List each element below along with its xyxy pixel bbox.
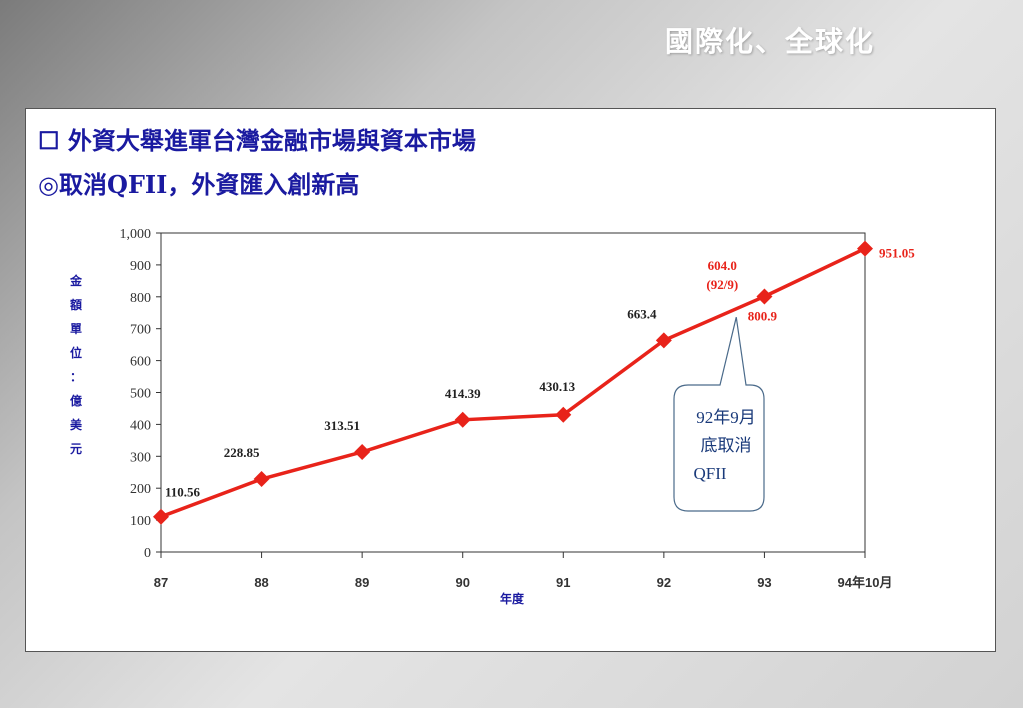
y-tick-label: 300 [130, 450, 151, 465]
data-point-94年10月 [857, 240, 873, 257]
callout-bubble [673, 317, 765, 512]
callout-line-2: 底取消 [701, 436, 752, 455]
plot-area-frame [160, 232, 866, 553]
line-chart: 0 100 200 300 400 500 600 700 800 900 1,000 87 88 89… [69, 227, 915, 606]
data-point-87 [153, 508, 169, 525]
data-label-91: 430.13 [539, 379, 575, 394]
y-tick-label: 600 [130, 355, 151, 370]
data-point-90 [454, 411, 471, 428]
data-label-90: 414.39 [445, 386, 481, 401]
data-label-92: 663.4 [627, 306, 657, 321]
series-line [160, 247, 866, 519]
x-tick-label: 88 [254, 575, 268, 590]
x-tick-label: 90 [455, 575, 469, 590]
y-tick-label: 800 [130, 291, 151, 306]
extra-point-sublabel: (92/9) [706, 277, 738, 292]
x-axis-label: 年度 [500, 591, 525, 606]
data-label-94年10月: 951.05 [879, 246, 915, 261]
y-tick-label: 200 [130, 482, 151, 497]
y-tick-label: 500 [130, 387, 151, 402]
callout-line-1: 92年9月 [696, 408, 756, 427]
x-tick-label: 87 [154, 575, 168, 590]
y-tick-label: 900 [130, 259, 151, 274]
y-axis-label: 金額單位：億美元 [69, 273, 83, 456]
x-tick-label: 91 [556, 575, 570, 590]
x-tick-label: 89 [355, 575, 369, 590]
data-point-91 [555, 406, 572, 423]
data-point-93 [756, 288, 773, 305]
y-tick-label: 400 [130, 418, 151, 433]
data-label-88: 228.85 [224, 445, 260, 460]
data-point-88 [253, 470, 270, 487]
y-tick-label: 1,000 [120, 227, 152, 242]
y-tick-label: 100 [130, 514, 151, 529]
data-label-89: 313.51 [324, 418, 360, 433]
slide-title: 國際化、全球化 [664, 25, 875, 58]
data-label-93: 800.9 [748, 309, 778, 324]
chart-panel: ☐ 外資大舉進軍台灣金融市場與資本市場 ◎取消QFII，外資匯入創新高 0 100… [25, 108, 996, 652]
x-tick-label: 92 [657, 575, 671, 590]
headline-secondary: ◎取消QFII，外資匯入創新高 [38, 170, 360, 199]
x-tick-label: 93 [757, 575, 771, 590]
callout: 92年9月 底取消 QFII [673, 317, 765, 512]
callout-line-3: QFII [693, 464, 726, 483]
x-tick-label: 94年10月 [838, 575, 893, 590]
data-label-87: 110.56 [165, 485, 201, 500]
extra-point-label: 604.0 [708, 258, 737, 273]
data-point-92 [655, 332, 672, 349]
y-tick-label: 700 [130, 323, 151, 338]
headline-primary: ☐ 外資大舉進軍台灣金融市場與資本市場 [38, 126, 476, 155]
data-point-89 [354, 443, 371, 460]
y-tick-label: 0 [144, 546, 151, 561]
